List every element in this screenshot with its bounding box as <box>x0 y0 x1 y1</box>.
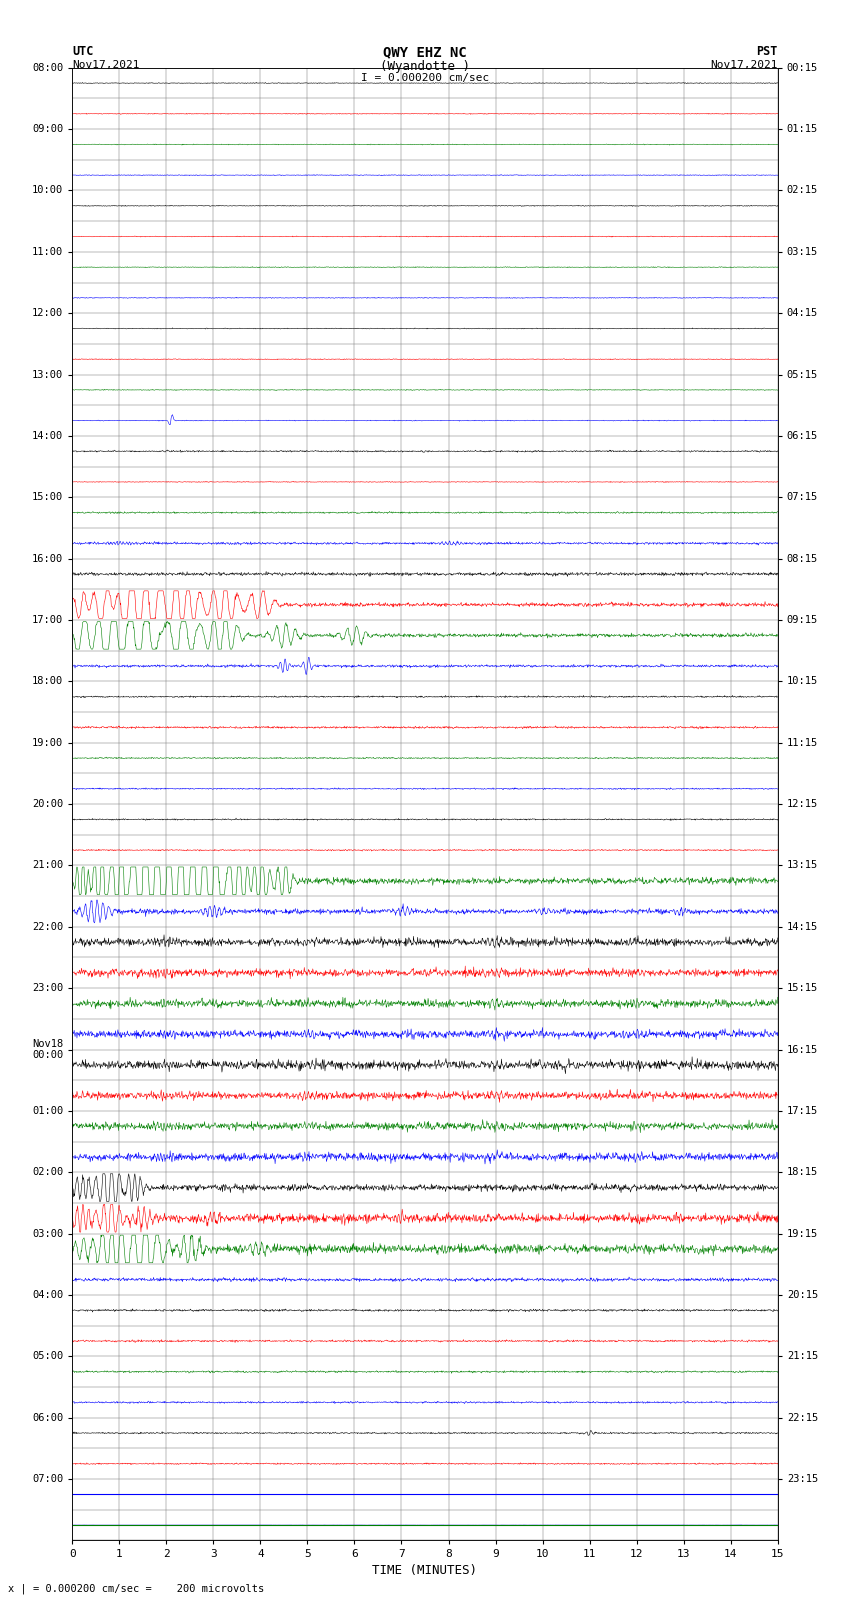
Text: PST: PST <box>756 45 778 58</box>
Text: (Wyandotte ): (Wyandotte ) <box>380 60 470 73</box>
Text: UTC: UTC <box>72 45 94 58</box>
Text: Nov17,2021: Nov17,2021 <box>711 60 778 69</box>
Text: x | = 0.000200 cm/sec =    200 microvolts: x | = 0.000200 cm/sec = 200 microvolts <box>8 1582 264 1594</box>
Text: QWY EHZ NC: QWY EHZ NC <box>383 45 467 60</box>
Text: I = 0.000200 cm/sec: I = 0.000200 cm/sec <box>361 73 489 82</box>
X-axis label: TIME (MINUTES): TIME (MINUTES) <box>372 1563 478 1576</box>
Text: Nov17,2021: Nov17,2021 <box>72 60 139 69</box>
